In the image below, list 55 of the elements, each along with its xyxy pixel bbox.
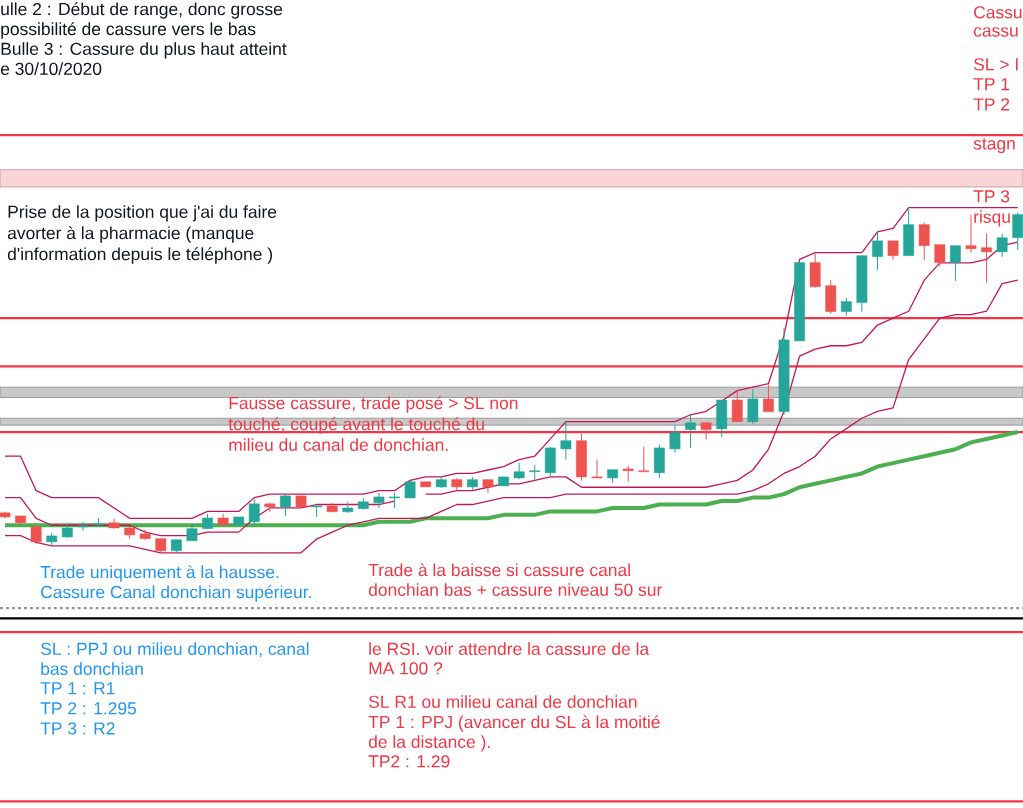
text: ulle 2 : Début de range, donc grosse: [1, 2, 283, 19]
text: TP 3 : R2: [40, 722, 115, 735]
candlestick: [248, 498, 260, 528]
text: Trade à la baisse si cassure canal: [368, 563, 630, 577]
candlestick: [872, 230, 883, 271]
text: SL R1 ou milieu canal de donchian: [368, 695, 637, 708]
candlestick: [513, 462, 525, 480]
text: bas donchian: [41, 662, 143, 675]
candlestick: [1012, 212, 1023, 251]
text: TP 3: [973, 190, 1010, 203]
annotation: Prise de la position que j'ai du faire: [8, 205, 277, 222]
text: SL > I: [973, 58, 1018, 71]
candlestick: [669, 424, 681, 454]
candlestick: [731, 389, 743, 423]
text: cassu: [973, 27, 1018, 37]
annotation: milieu du canal de donchian.: [229, 438, 448, 452]
candlestick: [638, 446, 650, 473]
text: TP 2 : 1.295: [40, 702, 137, 715]
text: TP 2: [973, 98, 1010, 111]
candlestick: [950, 245, 961, 282]
text: donchian bas + cassure niveau 50 sur: [368, 583, 662, 596]
candlestick: [700, 422, 712, 441]
text: MA 100 ?: [369, 662, 443, 675]
candlestick: [373, 492, 385, 509]
annotation: Fausse cassure, trade posé > SL non: [229, 396, 518, 413]
text: e 30/10/2020: [0, 62, 102, 75]
candlestick: [591, 459, 603, 479]
text: stagn: [973, 138, 1015, 154]
text: de la distance ).: [368, 735, 490, 752]
text: le RSI. voir attendre la cassure de la: [369, 642, 650, 656]
text: TP 1 : PPJ (avancer du SL à la moitié: [368, 715, 660, 732]
text: TP 1: [973, 78, 1010, 91]
candlestick: [30, 522, 42, 545]
text: Trade uniquement à la hausse.: [40, 565, 279, 582]
candlestick: [685, 413, 696, 449]
text: Bulle 3 : Cassure du plus haut atteint: [1, 42, 287, 59]
candlestick: [560, 421, 572, 461]
text: Cassure Canal donchian supérieur.: [41, 585, 311, 602]
candlestick: [887, 240, 899, 261]
annotation: risqu: [974, 210, 1010, 227]
text: TP2 : 1.29: [368, 755, 450, 768]
text: Cassu: [974, 6, 1022, 19]
candlestick: [996, 233, 1008, 258]
annotation: d'information depuis le téléphone ): [7, 247, 272, 264]
text: possibilité de cassure vers le bas: [1, 22, 256, 39]
candlestick: [918, 222, 930, 261]
candlestick: [747, 388, 759, 425]
annotation: touché, coupé avant le touché du: [228, 417, 484, 434]
annotation: avorter à la pharmacie (manque: [7, 226, 254, 243]
candlestick: [934, 244, 946, 268]
candlestick: [981, 233, 992, 284]
text: TP 1 : R1: [40, 682, 115, 695]
candlestick: [77, 521, 89, 532]
text: SL : PPJ ou milieu donchian, canal: [40, 642, 309, 658]
candlestick: [763, 384, 774, 413]
